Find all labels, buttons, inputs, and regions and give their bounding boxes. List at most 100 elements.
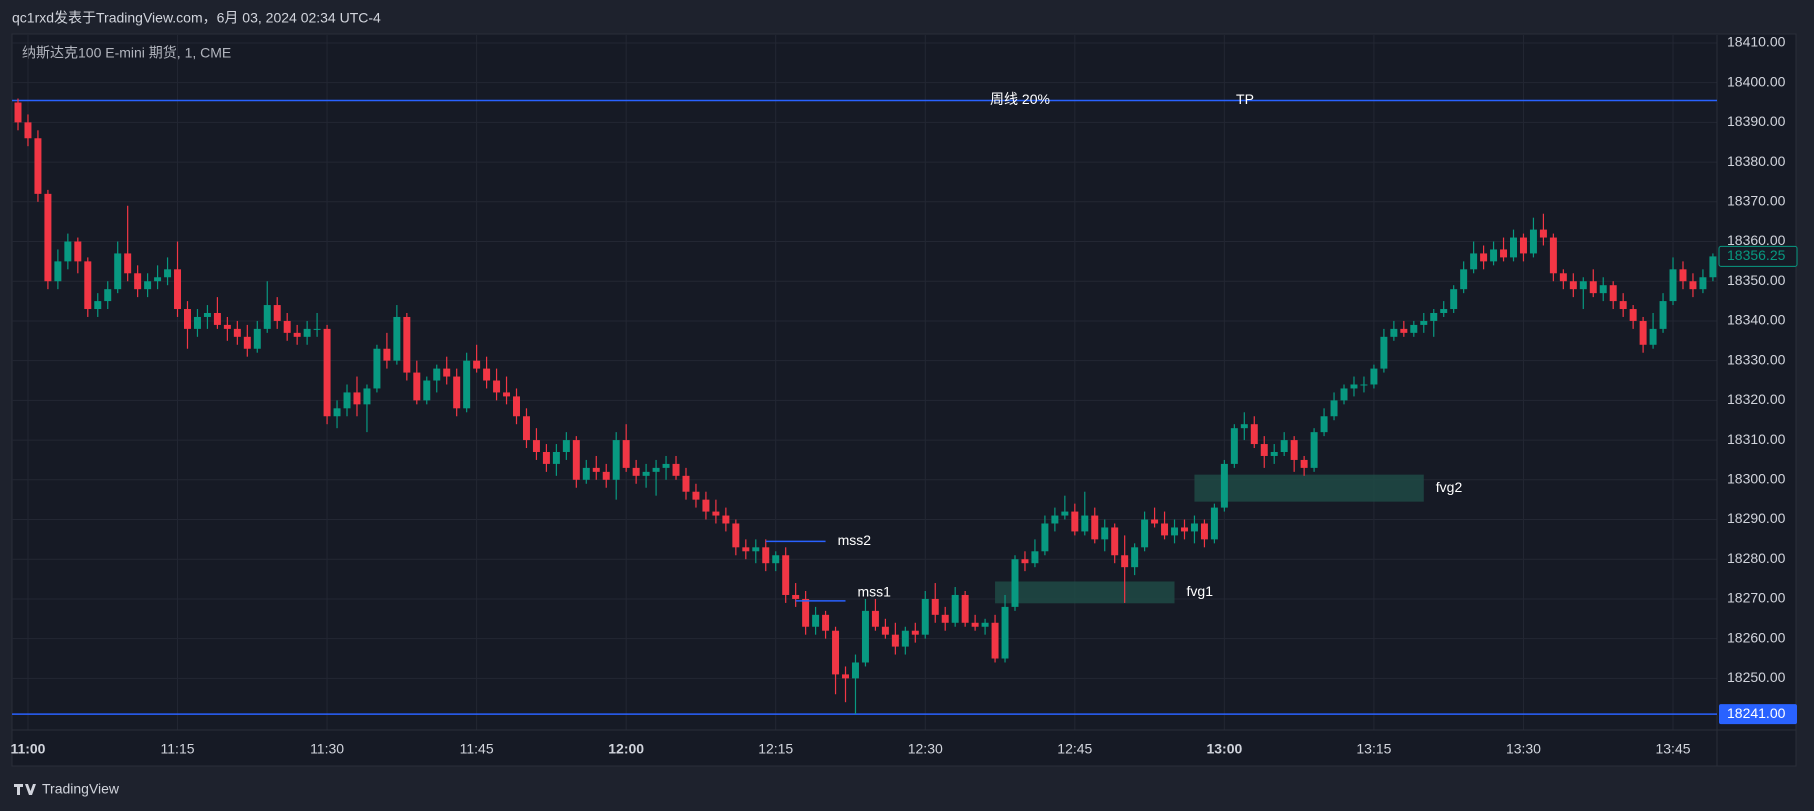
candle-body xyxy=(971,622,979,627)
candle-body xyxy=(1041,523,1049,552)
candle-body xyxy=(1390,328,1398,337)
candle-body xyxy=(1200,523,1208,540)
candle-body xyxy=(1370,368,1378,385)
candle-body xyxy=(273,305,281,321)
candle-body xyxy=(961,594,969,623)
candle-body xyxy=(542,452,550,464)
candle-body xyxy=(124,253,132,274)
candle-body xyxy=(94,301,102,310)
y-tick-label: 18310.00 xyxy=(1727,431,1786,447)
candle-body xyxy=(1659,301,1667,329)
last-price-label: 18356.25 xyxy=(1727,247,1786,263)
candle-body xyxy=(1360,384,1368,386)
y-tick-label: 18350.00 xyxy=(1727,272,1786,288)
candle-body xyxy=(1101,527,1109,540)
candle-body xyxy=(812,614,820,627)
candle-body xyxy=(981,622,989,627)
candle-body xyxy=(154,277,162,282)
candle-body xyxy=(1310,432,1318,468)
candle-body xyxy=(1081,515,1089,532)
candle-body xyxy=(951,594,959,623)
candle-body xyxy=(1250,424,1258,445)
y-tick-label: 18290.00 xyxy=(1727,510,1786,526)
candle-body xyxy=(443,368,451,377)
x-tick-label: 11:30 xyxy=(310,741,344,757)
candle-body xyxy=(144,281,152,290)
candle-body xyxy=(503,392,511,397)
candle-body xyxy=(642,471,650,476)
candle-body xyxy=(682,475,690,492)
candle-body xyxy=(1490,249,1498,262)
candle-body xyxy=(293,332,301,337)
candle-body xyxy=(891,634,899,647)
candle-body xyxy=(672,463,680,476)
y-tick-label: 18410.00 xyxy=(1727,34,1786,50)
fvg-zone xyxy=(1194,474,1424,502)
footer-brand[interactable]: TradingView xyxy=(42,781,120,797)
candle-body xyxy=(1579,281,1587,290)
candle-body xyxy=(343,392,351,409)
candle-body xyxy=(1679,269,1687,282)
candle-body xyxy=(1519,237,1527,254)
candle-body xyxy=(991,622,999,659)
candle-body xyxy=(562,440,570,452)
y-tick-label: 18330.00 xyxy=(1727,351,1786,367)
candle-body xyxy=(1500,249,1508,258)
candle-body xyxy=(1639,320,1647,345)
y-tick-label: 18270.00 xyxy=(1727,590,1786,606)
candle-body xyxy=(493,380,501,393)
candle-body xyxy=(1320,416,1328,433)
candle-body xyxy=(802,598,810,627)
x-tick-label: 12:30 xyxy=(908,741,943,757)
candle-body xyxy=(622,440,630,468)
candle-body xyxy=(453,376,461,409)
candle-body xyxy=(1569,281,1577,290)
candle-body xyxy=(742,547,750,552)
candle-body xyxy=(1151,519,1159,524)
candle-body xyxy=(552,452,560,464)
candle-body xyxy=(632,467,640,476)
candle-body xyxy=(134,273,142,290)
y-tick-label: 18300.00 xyxy=(1727,471,1786,487)
candle-body xyxy=(1609,285,1617,302)
candle-body xyxy=(74,241,82,262)
candle-body xyxy=(64,241,72,262)
candle-body xyxy=(941,614,949,623)
candle-body xyxy=(1529,229,1537,254)
x-tick-label: 13:30 xyxy=(1506,741,1541,757)
candle-body xyxy=(1430,313,1438,321)
candle-body xyxy=(931,598,939,615)
candle-body xyxy=(1181,527,1188,532)
candle-body xyxy=(463,360,471,409)
candle-body xyxy=(752,547,760,552)
candle-body xyxy=(921,598,929,635)
x-tick-label: 11:00 xyxy=(10,741,45,757)
candle-body xyxy=(1340,388,1348,401)
candle-body xyxy=(14,102,22,123)
y-tick-label: 18280.00 xyxy=(1727,550,1786,566)
candle-body xyxy=(1410,324,1418,333)
y-tick-label: 18380.00 xyxy=(1727,153,1786,169)
x-tick-label: 13:15 xyxy=(1356,741,1391,757)
candle-body xyxy=(1559,273,1567,282)
candle-body xyxy=(532,440,540,452)
candle-body xyxy=(692,491,700,500)
candle-body xyxy=(1001,606,1009,659)
candle-body xyxy=(1290,440,1298,460)
candle-body xyxy=(54,261,62,282)
candle-body xyxy=(473,360,481,369)
candle-body xyxy=(164,269,172,278)
candle-body xyxy=(522,416,530,441)
candle-body xyxy=(822,614,830,631)
y-tick-label: 18340.00 xyxy=(1727,312,1786,328)
candle-body xyxy=(1210,507,1218,540)
candle-body xyxy=(313,328,321,330)
candle-body xyxy=(1240,424,1248,429)
candle-body xyxy=(34,138,42,194)
candle-body xyxy=(871,610,879,627)
candle-body xyxy=(762,547,770,564)
candle-body xyxy=(104,289,112,302)
candle-body xyxy=(403,316,411,373)
candle-body xyxy=(1260,444,1268,456)
